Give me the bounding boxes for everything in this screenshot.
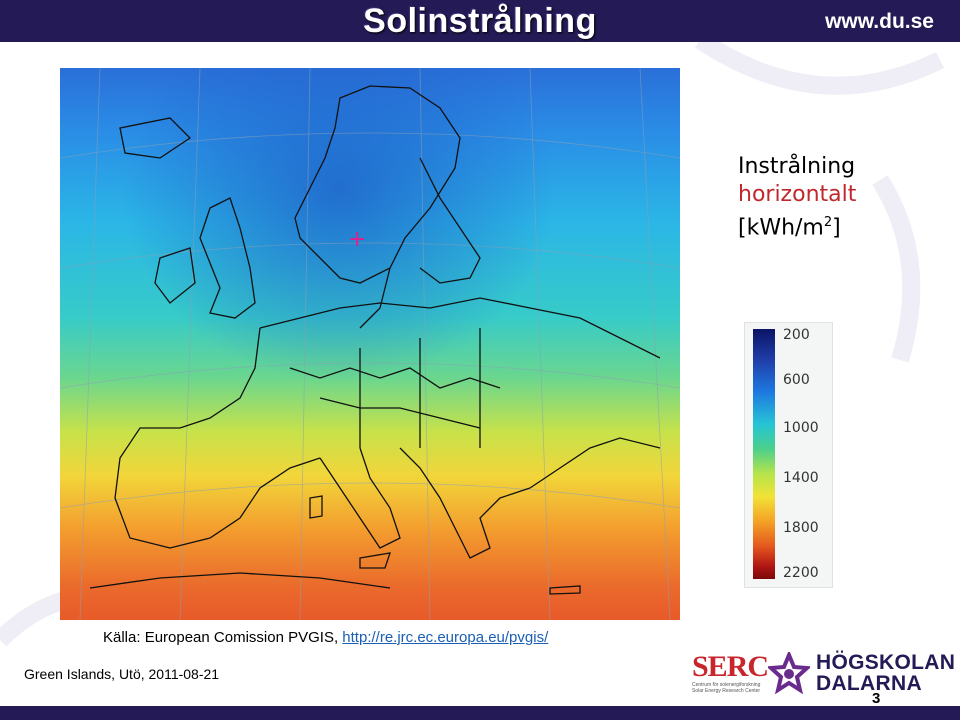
source-citation: Källa: European Comission PVGIS, http://… xyxy=(103,629,548,646)
footer-event: Green Islands, Utö, 2011-08-21 xyxy=(24,666,220,682)
serc-logo: SERC Centrum för solenergiforskning Sola… xyxy=(692,650,769,695)
slide-number: 3 xyxy=(872,690,881,707)
location-marker: + xyxy=(348,227,366,252)
star-flower-icon xyxy=(766,649,812,695)
hogskolan-dalarna-logo: HÖGSKOLAN DALARNA xyxy=(766,649,958,696)
caption-line2: horizontalt xyxy=(738,182,857,207)
map-caption: Instrålning horizontalt [kWh/m2] xyxy=(738,153,856,242)
scale-tick: 1400 xyxy=(783,470,819,486)
caption-units: [kWh/m2] xyxy=(738,215,841,241)
header-bar xyxy=(0,0,960,42)
source-label: Källa: European Comission PVGIS, xyxy=(103,629,343,646)
scale-tick: 200 xyxy=(783,327,810,343)
footer-bar xyxy=(0,706,960,720)
color-scale-bar xyxy=(753,329,775,579)
source-link[interactable]: http://re.jrc.ec.europa.eu/pvgis/ xyxy=(342,629,549,646)
scale-tick: 1000 xyxy=(783,420,819,436)
scale-tick: 600 xyxy=(783,372,810,388)
header-url[interactable]: www.du.se xyxy=(825,10,934,33)
europe-map-image: + xyxy=(60,68,680,620)
color-scale-legend: 200 600 1000 1400 1800 2200 xyxy=(744,322,833,588)
scale-tick: 2200 xyxy=(783,565,819,581)
serc-logo-name: SERC xyxy=(692,650,769,683)
slide-title: Solinstrålning xyxy=(363,2,597,40)
caption-line1: Instrålning xyxy=(738,154,856,179)
solar-radiation-map: + xyxy=(60,68,680,620)
serc-logo-subtitle: Centrum för solenergiforskning Solar Ene… xyxy=(692,682,761,694)
hogskolan-dalarna-text: HÖGSKOLAN DALARNA xyxy=(816,651,956,695)
scale-tick: 1800 xyxy=(783,520,819,536)
